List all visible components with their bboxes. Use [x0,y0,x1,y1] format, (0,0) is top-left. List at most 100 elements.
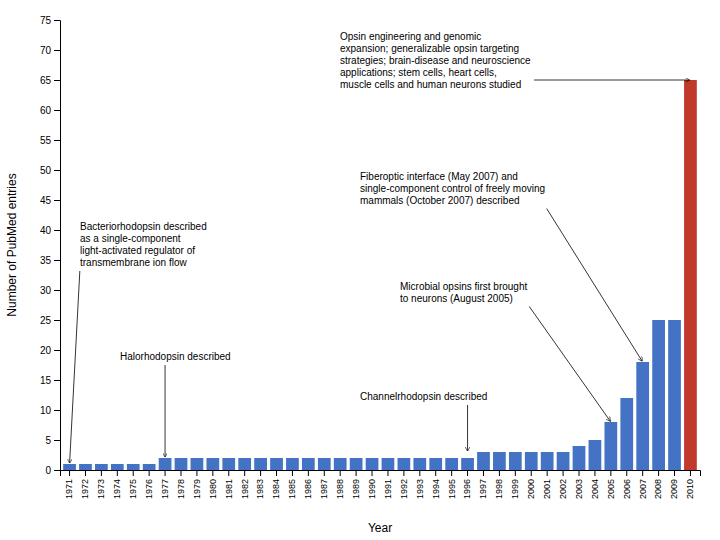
bar [318,458,331,470]
bar [461,458,474,470]
bar [413,458,426,470]
y-tick: 25 [40,315,60,326]
x-tick-mark [69,470,70,476]
bar [238,458,251,470]
annotation-line: expansion; generalizable opsin targeting [340,43,519,54]
y-tick: 20 [40,345,60,356]
y-tick-label: 0 [45,465,51,476]
y-tick-label: 55 [40,135,52,146]
y-tick-mark [54,470,60,471]
annotation: Opsin engineering and genomicexpansion; … [340,31,531,90]
x-tick-mark [292,470,293,476]
x-tick: 1991 [383,470,393,499]
y-tick-label: 10 [40,405,52,416]
annotation: Bacteriorhodopsin describedas a single-c… [80,221,207,268]
x-tick-label: 1990 [367,479,377,499]
x-tick-label: 1996 [462,479,472,499]
bar [684,80,697,470]
annotation-arrow [534,80,689,81]
annotation-line: Bacteriorhodopsin described [80,221,207,232]
x-tick-label: 2003 [574,479,584,499]
x-tick-label: 1991 [383,479,393,499]
y-tick-label: 70 [40,45,52,56]
x-tick-mark [515,470,516,476]
x-tick-mark [340,470,341,476]
annotation: Channelrhodopsin described [360,391,487,402]
bar [589,440,602,470]
y-tick: 60 [40,105,60,116]
bar [525,452,538,470]
x-tick-label: 1986 [303,479,313,499]
x-tick: 1987 [319,470,329,499]
y-tick-mark [54,80,60,81]
x-tick-mark [626,470,627,476]
bar [191,458,204,470]
annotation-line: applications; stem cells, heart cells, [340,67,497,78]
bar [222,458,235,470]
bar [557,452,570,470]
y-tick: 35 [40,255,60,266]
x-tick: 2009 [669,470,679,499]
x-tick-label: 2005 [606,479,616,499]
bar [350,458,363,470]
x-tick-mark [101,470,102,476]
y-tick-label: 5 [45,435,51,446]
y-tick: 15 [40,375,60,386]
x-tick-label: 2006 [622,479,632,499]
x-tick-label: 1976 [144,479,154,499]
x-tick-mark [563,470,564,476]
bar [429,458,442,470]
bar [382,458,395,470]
y-axis-title: Number of PubMed entries [5,173,19,316]
y-tick-mark [54,290,60,291]
annotation-line: Fiberoptic interface (May 2007) and [360,171,518,182]
annotation-line: Opsin engineering and genomic [340,31,481,42]
x-tick: 2005 [606,470,616,499]
x-tick-mark [260,470,261,476]
y-axis: 051015202530354045505560657075 [40,15,61,476]
x-tick: 2007 [638,470,648,499]
x-tick: 2006 [622,470,632,499]
bar [302,458,315,470]
x-tick-mark [547,470,548,476]
y-tick-mark [54,440,60,441]
x-tick-label: 2010 [685,479,695,499]
x-tick-mark [419,470,420,476]
y-tick-mark [54,200,60,201]
annotation-arrow [529,306,610,421]
y-tick-mark [54,230,60,231]
annotation: Microbial opsins first broughtto neurons… [400,281,527,304]
x-tick: 1996 [462,470,472,499]
x-tick-mark [244,470,245,476]
x-tick: 1988 [335,470,345,499]
y-tick: 50 [40,165,60,176]
y-tick: 55 [40,135,60,146]
x-tick-mark [579,470,580,476]
x-tick: 1972 [80,470,90,499]
x-tick-label: 1971 [64,479,74,499]
x-tick-mark [435,470,436,476]
x-tick-label: 2001 [542,479,552,499]
annotation: Halorhodopsin described [120,351,231,362]
bar [175,458,188,470]
x-axis-line [61,471,701,477]
x-tick: 1993 [415,470,425,499]
y-tick: 75 [40,15,60,26]
annotation-arrow [547,209,642,362]
x-tick-mark [308,470,309,476]
bar [159,458,172,470]
x-tick-mark [228,470,229,476]
x-tick-mark [85,470,86,476]
x-tick-label: 1993 [415,479,425,499]
x-tick-label: 1992 [399,479,409,499]
x-tick: 1980 [208,470,218,499]
annotation-line: as a single-component [80,233,181,244]
x-tick: 1983 [255,470,265,499]
annotation-line: muscle cells and human neurons studied [340,79,521,90]
x-tick: 1985 [287,470,297,499]
annotation: Fiberoptic interface (May 2007) andsingl… [360,171,545,206]
bar [254,458,267,470]
x-tick-mark [324,470,325,476]
x-tick-mark [531,470,532,476]
bar [573,446,586,470]
